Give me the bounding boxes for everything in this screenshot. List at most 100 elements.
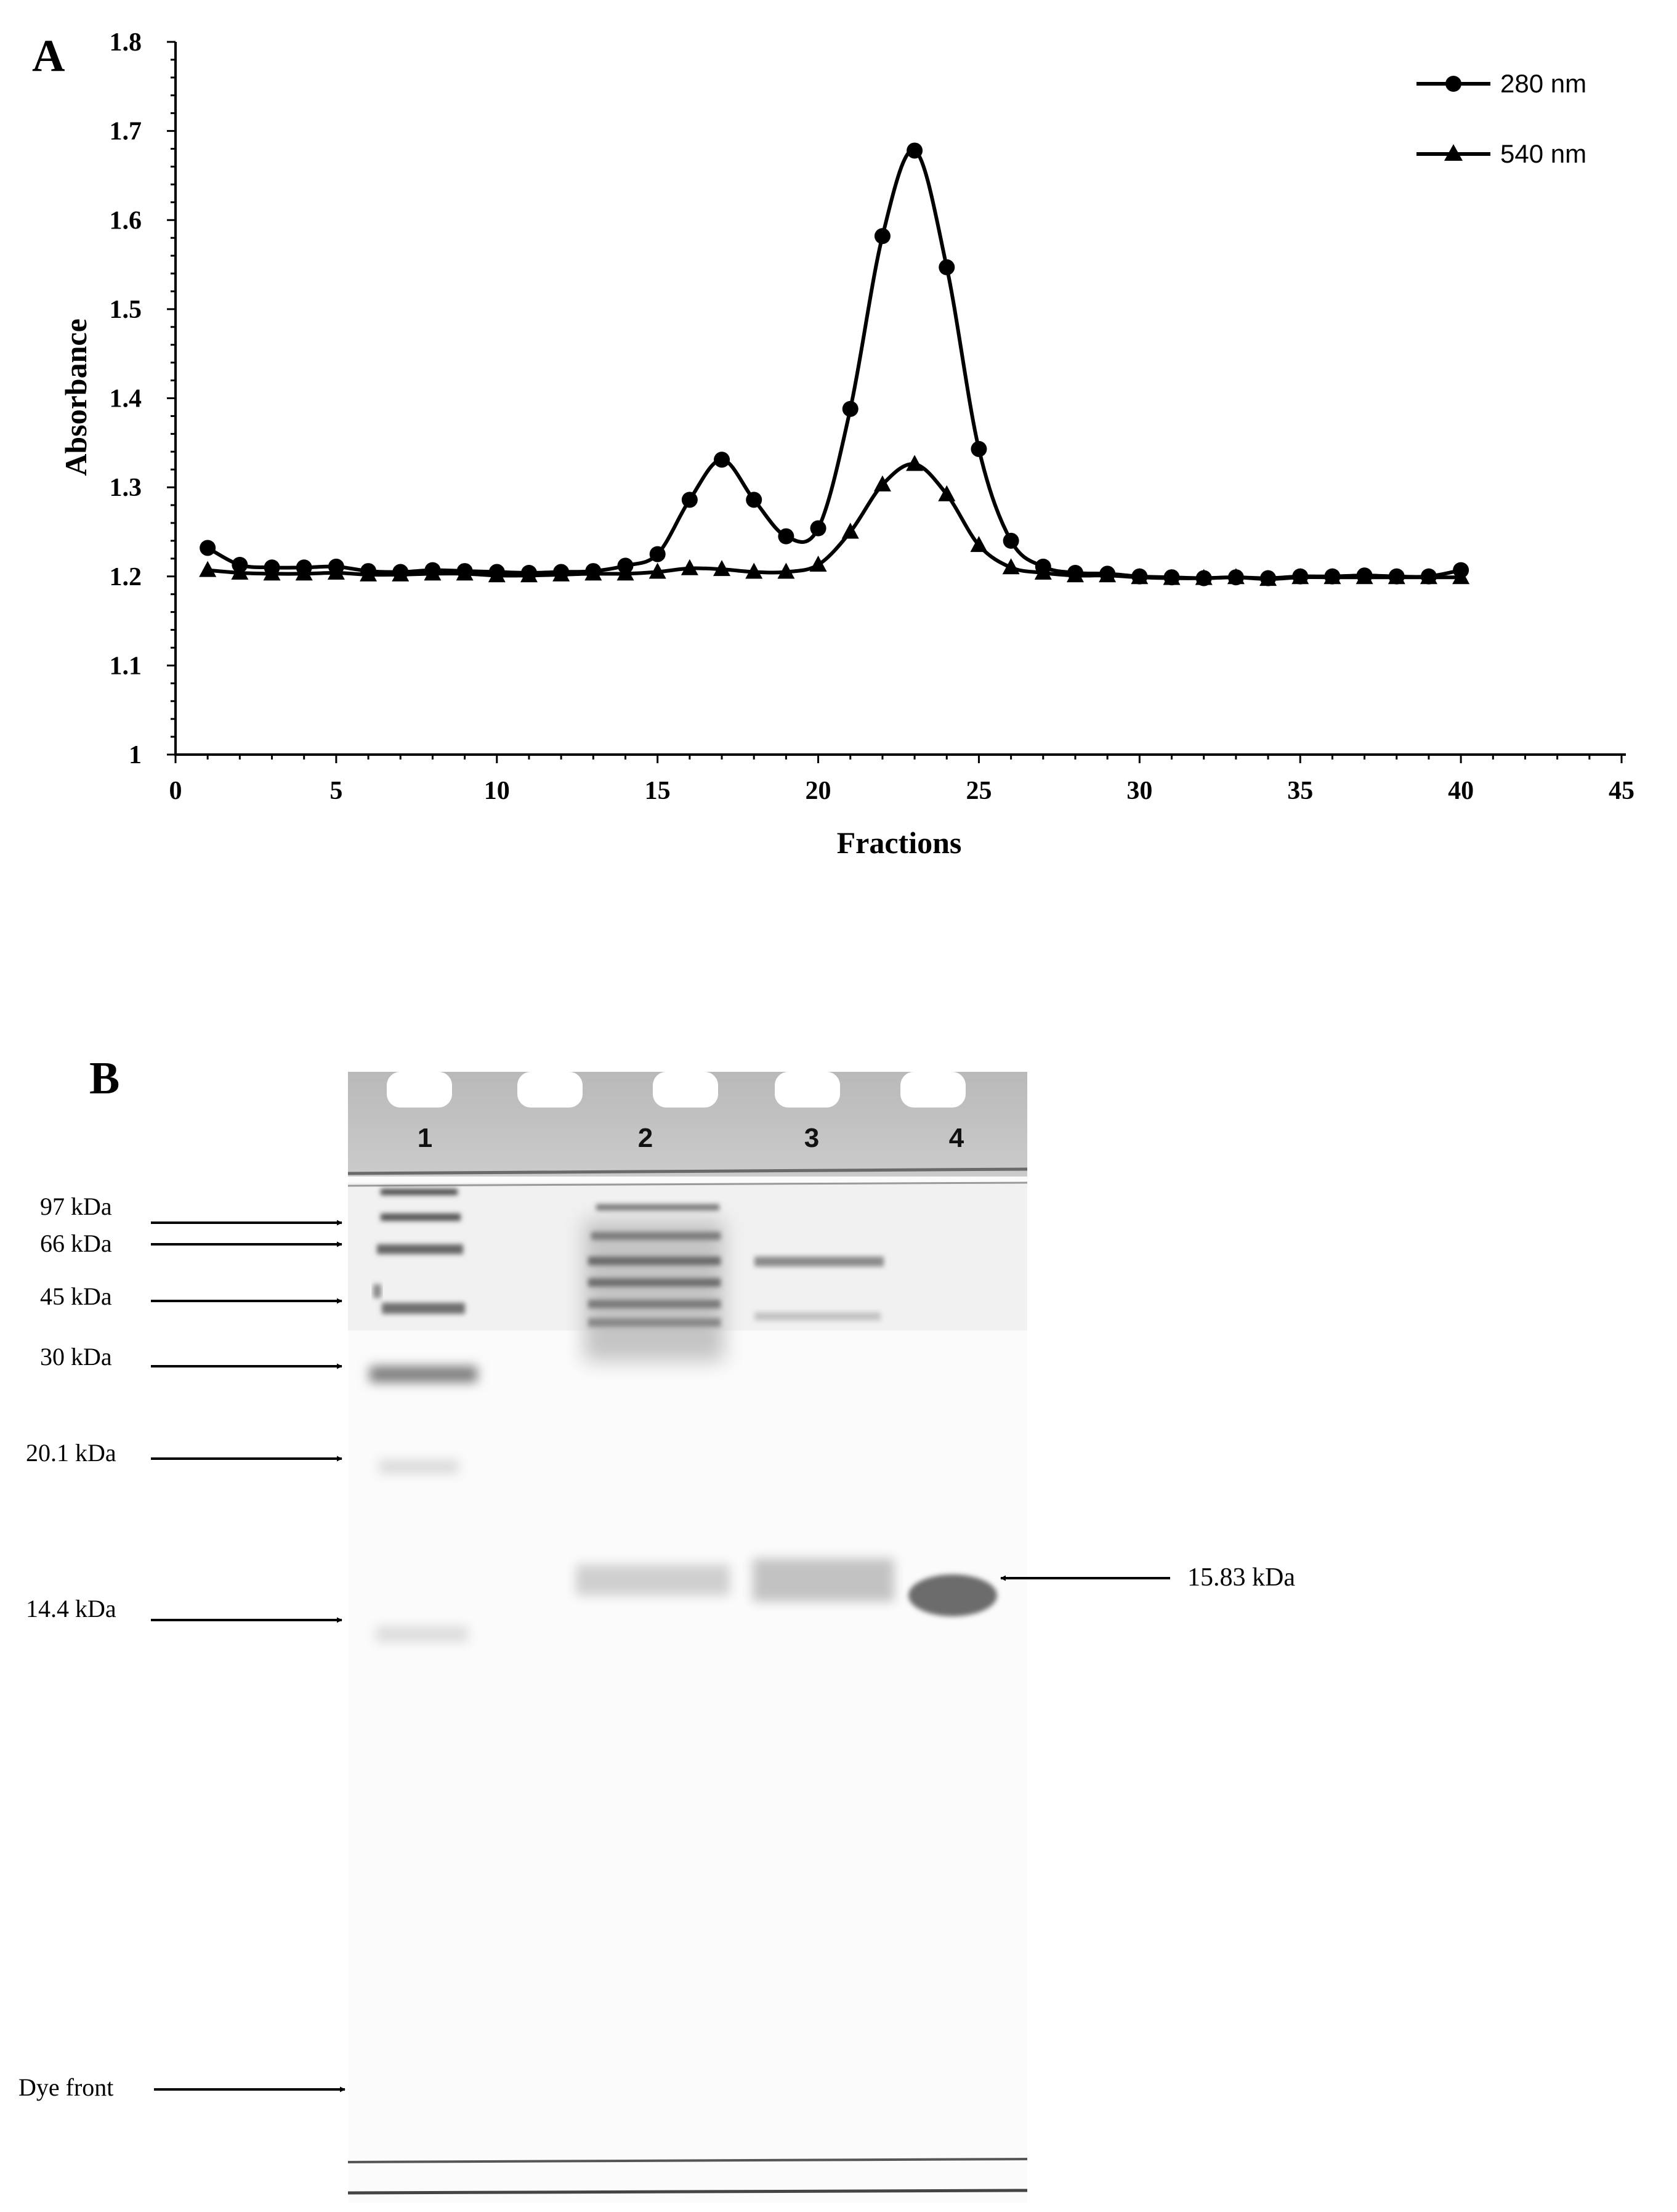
lane-label-2: 2 <box>638 1123 653 1153</box>
band-annotation: 15.83 kDa <box>1000 1563 1295 1592</box>
lane-label-3: 3 <box>804 1123 819 1153</box>
legend-marker-triangle <box>1444 144 1463 161</box>
marker-label-30: 30 kDa <box>40 1343 112 1371</box>
data-point-triangle <box>938 485 956 501</box>
band <box>370 1366 477 1382</box>
marker-label-97: 97 kDa <box>40 1193 112 1220</box>
data-point-triangle <box>1002 558 1020 575</box>
data-point-circle <box>907 142 923 159</box>
marker-label-20: 20.1 kDa <box>26 1439 116 1467</box>
x-ticks: 0 5 10 15 20 25 30 35 40 45 <box>169 755 1635 805</box>
marker-label-66: 66 kDa <box>40 1230 112 1257</box>
y-axis-title: Absorbance <box>59 318 93 476</box>
data-point-triangle <box>1099 566 1117 583</box>
data-point-triangle <box>906 455 924 471</box>
band <box>588 1278 721 1287</box>
data-point-triangle <box>970 536 988 553</box>
x-tick-label: 10 <box>484 777 510 805</box>
marker-label-14: 14.4 kDa <box>26 1595 116 1623</box>
series-540nm <box>199 455 1470 586</box>
marker-label-45: 45 kDa <box>40 1282 112 1310</box>
y-tick-label: 1.2 <box>110 563 142 591</box>
data-point-triangle <box>295 564 313 581</box>
data-point-triangle <box>1066 566 1084 583</box>
data-point-triangle <box>1291 568 1309 585</box>
data-point-triangle <box>616 564 634 581</box>
data-point-triangle <box>649 562 666 579</box>
x-tick-label: 25 <box>966 777 992 805</box>
legend-label-540: 540 nm <box>1500 139 1586 168</box>
y-tick-label: 1.6 <box>110 206 142 235</box>
legend-label-280: 280 nm <box>1500 69 1586 98</box>
data-point-circle <box>681 492 698 508</box>
lane-3-bands <box>753 1257 894 1602</box>
data-point-triangle <box>231 563 249 580</box>
band <box>377 1244 463 1254</box>
data-point-circle <box>810 520 826 537</box>
data-point-triangle <box>745 562 763 579</box>
marker-annotations: 97 kDa 66 kDa 45 kDa 30 kDa 20.1 kDa 14.… <box>18 1193 346 2101</box>
data-point-circle <box>746 492 762 508</box>
lane-label-1: 1 <box>418 1123 432 1153</box>
data-point-triangle <box>199 561 217 577</box>
band <box>381 1213 461 1221</box>
lane-4-bands <box>908 1574 997 1616</box>
legend-marker-circle <box>1445 76 1461 92</box>
panel-b: B 1 2 3 4 <box>18 1053 1295 2203</box>
band-annotation-label: 15.83 kDa <box>1187 1563 1295 1592</box>
data-point-triangle <box>873 475 891 492</box>
data-point-circle <box>714 452 730 468</box>
x-tick-label: 35 <box>1287 777 1313 805</box>
data-point-triangle <box>1163 569 1181 585</box>
data-point-triangle <box>1388 568 1405 585</box>
y-tick-label: 1.4 <box>110 385 142 413</box>
data-point-triangle <box>263 564 281 581</box>
x-tick-label: 40 <box>1448 777 1474 805</box>
data-point-triangle <box>1323 568 1341 585</box>
data-point-triangle <box>713 560 731 577</box>
x-tick-label: 20 <box>806 777 831 805</box>
data-point-circle <box>842 400 859 417</box>
y-tick-label: 1.1 <box>110 652 142 680</box>
x-tick-label: 30 <box>1126 777 1152 805</box>
panel-a: A 1 1.1 1.2 1.3 1.4 1.5 1.6 1.7 1.8 0 5 10 15 20 25 30… <box>32 28 1635 860</box>
y-tick-label: 1 <box>129 741 142 769</box>
comb-teeth <box>387 1072 966 1108</box>
data-point-triangle <box>1131 568 1149 585</box>
gel-interface-line-2 <box>347 1181 1028 1187</box>
lane-1-marker-bands <box>370 1189 477 1642</box>
data-point-triangle <box>520 566 538 583</box>
band <box>591 1232 721 1240</box>
gel-bottom-line-2 <box>347 2189 1028 2195</box>
series-layer <box>199 142 1470 586</box>
data-point-triangle <box>777 562 795 579</box>
y-tick-label: 1.5 <box>110 296 142 324</box>
data-point-triangle <box>1420 568 1437 585</box>
data-point-triangle <box>1227 568 1245 585</box>
data-point-triangle <box>584 564 602 581</box>
y-tick-label: 1.8 <box>110 28 142 57</box>
dye-front-label: Dye front <box>18 2073 113 2101</box>
data-point-triangle <box>809 555 827 572</box>
data-point-circle <box>874 228 891 245</box>
band <box>382 1303 465 1314</box>
x-tick-label: 15 <box>645 777 671 805</box>
y-tick-label: 1.3 <box>110 474 142 502</box>
data-point-circle <box>778 528 794 545</box>
band <box>754 1257 884 1266</box>
data-point-circle <box>971 440 987 457</box>
band <box>588 1257 721 1265</box>
series-line <box>206 148 1461 580</box>
data-point-triangle <box>1259 570 1277 586</box>
band <box>588 1300 721 1308</box>
band <box>754 1312 881 1321</box>
data-point-circle <box>939 259 955 275</box>
x-axis-title: Fractions <box>837 825 962 860</box>
data-point-triangle <box>1034 563 1052 580</box>
series-280nm <box>200 142 1469 586</box>
data-point-triangle <box>1195 569 1213 585</box>
panel-a-label: A <box>32 31 65 81</box>
x-tick-label: 45 <box>1609 777 1635 805</box>
x-tick-label: 0 <box>169 777 182 805</box>
data-point-triangle <box>456 564 474 581</box>
